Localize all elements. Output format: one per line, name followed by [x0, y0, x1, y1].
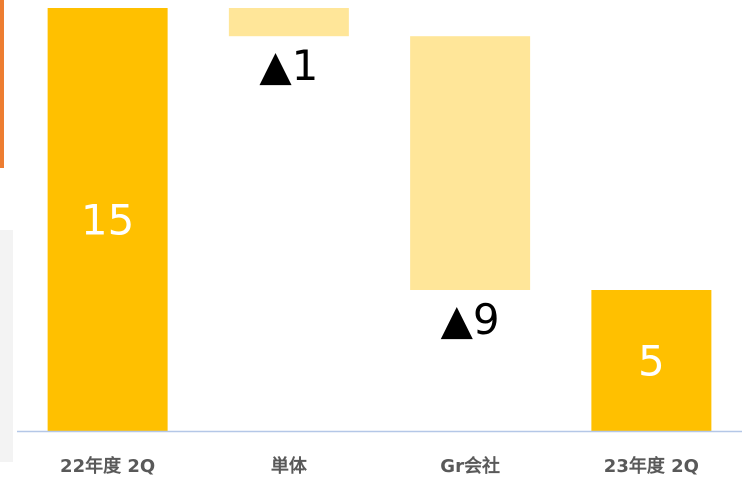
bar-3 — [591, 290, 712, 431]
category-label-0: 22年度 2Q — [60, 455, 155, 477]
category-label-3: 23年度 2Q — [604, 455, 699, 477]
bar-0 — [47, 8, 168, 431]
bar-1 — [228, 8, 349, 37]
bars-group — [47, 8, 712, 431]
labels-group: 15 22年度 2Q ▲1 単体 ▲9 Gr会社 5 23年度 2Q — [60, 41, 699, 477]
value-label-0: 15 — [81, 196, 134, 245]
side-panel — [0, 230, 13, 462]
accent-bar — [0, 0, 4, 168]
category-label-2: Gr会社 — [440, 455, 500, 477]
value-label-1: ▲1 — [259, 41, 318, 90]
value-label-2: ▲9 — [441, 295, 500, 344]
value-label-3: 5 — [638, 337, 665, 386]
category-label-1: 単体 — [271, 455, 308, 477]
bar-2 — [410, 36, 531, 291]
